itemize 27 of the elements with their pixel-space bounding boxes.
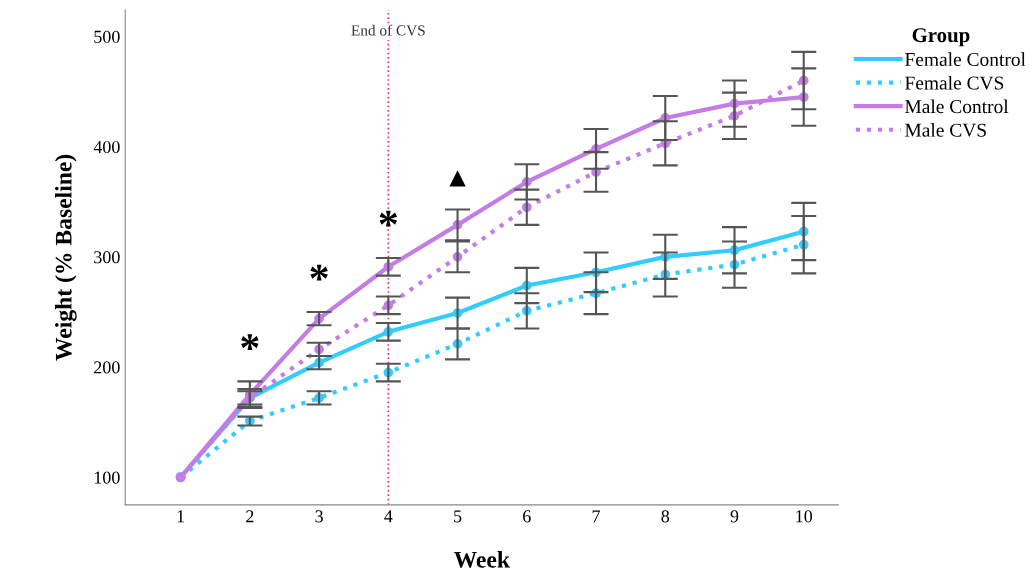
x-axis-title: Week	[453, 551, 510, 568]
ref-line-label: End of CVS	[351, 24, 425, 36]
y-tick-label: 500	[94, 30, 120, 43]
legend-label: Male CVS	[905, 123, 986, 137]
legend-label: Male Control	[905, 99, 1009, 114]
x-tick-label: 7	[592, 510, 601, 523]
annotation: *	[379, 210, 398, 227]
legend-label: Female CVS	[905, 75, 1004, 90]
y-tick-label: 200	[94, 361, 120, 374]
x-tick-label: 3	[315, 510, 323, 523]
annotation: *	[310, 264, 328, 281]
annotation: ▲	[449, 170, 466, 187]
x-tick-label: 5	[454, 510, 462, 523]
legend-title: Group	[912, 28, 970, 47]
x-tick-label: 10	[796, 510, 813, 523]
y-tick-label: 400	[93, 140, 120, 154]
x-tick-label: 4	[384, 510, 393, 523]
legend-label: Female Control	[905, 52, 1026, 67]
annotation: *	[241, 334, 259, 350]
y-tick-label: 300	[94, 251, 120, 264]
y-axis-title: Weight (% Baseline)	[55, 154, 77, 361]
x-tick-label: 8	[661, 510, 670, 523]
x-tick-label: 2	[246, 510, 254, 523]
x-tick-label: 1	[177, 510, 185, 523]
y-tick-label: 100	[94, 471, 120, 484]
x-tick-label: 6	[523, 510, 531, 523]
x-tick-label: 9	[730, 510, 739, 523]
